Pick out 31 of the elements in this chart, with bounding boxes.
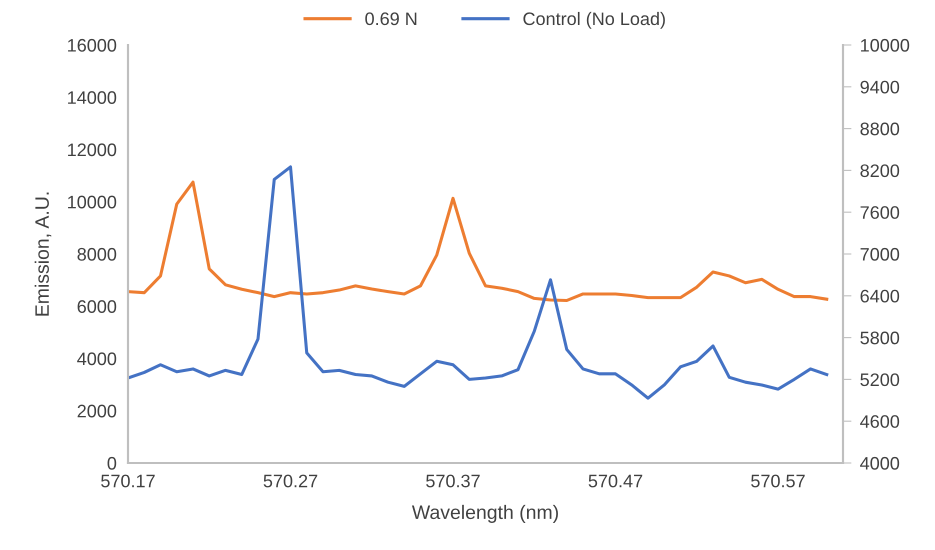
- y-tick-label: 0: [108, 456, 116, 470]
- x-tick-label: 570.27: [264, 474, 318, 488]
- line-series: [128, 180, 828, 302]
- line-series: [128, 165, 828, 400]
- y-tick-label: 16000: [68, 38, 116, 52]
- y-tick-label: 14000: [68, 91, 116, 104]
- x-tick-label: 570.17: [101, 474, 155, 488]
- y2-tick-label: 8800: [860, 122, 900, 136]
- y-tick-label: 10000: [68, 196, 116, 208]
- y-tick-label: 2000: [78, 404, 116, 418]
- y-tick-label: 4000: [77, 352, 116, 366]
- y2-tick-label: 9400: [860, 80, 900, 94]
- x-tick-label: 570.37: [426, 474, 480, 488]
- y-tick-label: 6000: [78, 300, 116, 313]
- y2-tick-label: 7000: [860, 248, 900, 261]
- legend-label: 0.69 N: [365, 12, 416, 26]
- y2-tick-label: 8200: [860, 164, 900, 178]
- y2-tick-label: 4600: [860, 415, 900, 428]
- legend-label: Control (No Load): [523, 12, 665, 29]
- y-tick-label: 12000: [68, 143, 116, 156]
- x-axis-title: Wavelength (nm): [412, 504, 558, 523]
- y2-tick-label: 5800: [860, 332, 900, 344]
- x-tick-label: 570.47: [588, 474, 642, 488]
- y2-tick-label: 4000: [860, 456, 900, 470]
- y-tick-label: 8000: [78, 248, 116, 261]
- y2-tick-label: 10000: [861, 38, 910, 52]
- x-tick-label: 570.57: [751, 474, 805, 488]
- y2-tick-label: 6400: [860, 290, 900, 303]
- y2-tick-label: 7600: [860, 206, 900, 219]
- y2-tick-label: 5200: [860, 373, 900, 386]
- y-axis-title: Emission, A.U.: [34, 192, 52, 316]
